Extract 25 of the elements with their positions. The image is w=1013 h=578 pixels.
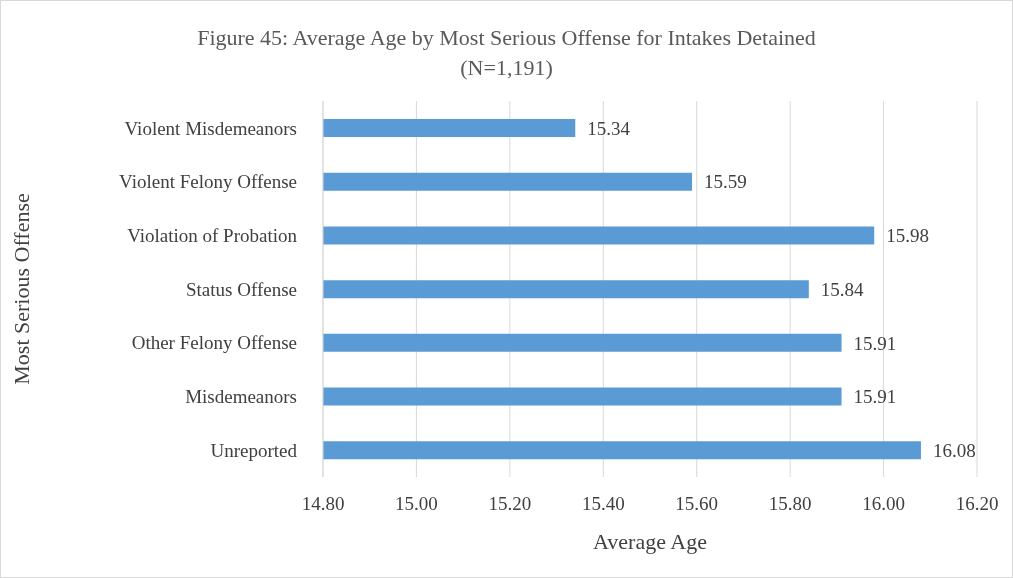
data-label: 15.59 bbox=[704, 171, 747, 193]
x-tick-label: 15.20 bbox=[488, 493, 532, 515]
data-label: 15.34 bbox=[587, 117, 631, 139]
data-label: 15.84 bbox=[820, 278, 865, 300]
x-tick-label: 15.40 bbox=[581, 493, 625, 515]
y-tick-label: Misdemeanors bbox=[185, 386, 297, 408]
y-tick-label: Violent Felony Offense bbox=[119, 171, 297, 193]
data-label: 15.91 bbox=[853, 386, 897, 408]
chart-title: Figure 45: Average Age by Most Serious Offense for Intakes Detained (N=1,191) bbox=[196, 24, 817, 82]
data-label: 15.98 bbox=[886, 225, 929, 247]
y-tick-label: Violent Misdemeanors bbox=[124, 117, 297, 139]
x-axis-title: Average Age bbox=[593, 529, 707, 554]
x-tick-label: 16.20 bbox=[955, 493, 999, 515]
y-tick-label: Status Offense bbox=[186, 278, 297, 300]
data-label: 15.91 bbox=[853, 332, 897, 354]
x-tick-label: 14.80 bbox=[301, 493, 345, 515]
x-tick-label: 15.80 bbox=[768, 493, 812, 515]
x-tick-label: 15.00 bbox=[395, 493, 438, 515]
y-tick-label: Violation of Probation bbox=[127, 225, 298, 247]
x-tick-label: 15.60 bbox=[675, 493, 719, 515]
x-tick-label: 16.00 bbox=[862, 493, 905, 515]
y-tick-label: Other Felony Offense bbox=[131, 332, 297, 354]
data-label: 16.08 bbox=[932, 440, 976, 462]
y-tick-label: Unreported bbox=[210, 439, 298, 461]
y-axis-title: Most Serious Offense bbox=[8, 193, 34, 385]
